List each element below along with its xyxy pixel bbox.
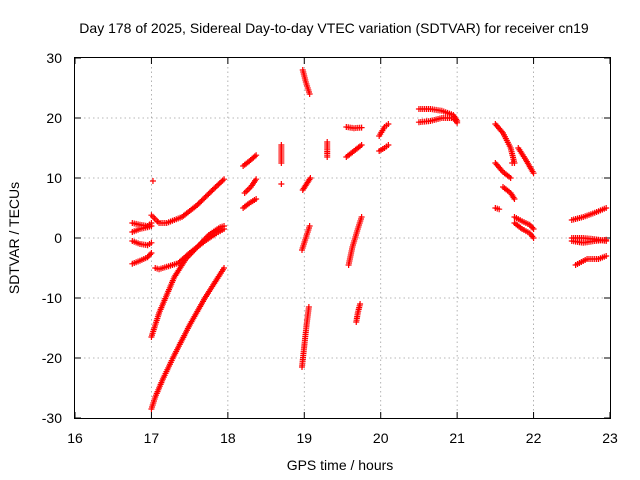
data-point (385, 142, 392, 148)
data-point-fill (208, 188, 215, 195)
x-tick-labels: 16 17 18 19 20 21 22 23 (67, 430, 618, 446)
data-point (511, 196, 518, 202)
x-tick-label: 18 (220, 430, 236, 446)
data-point (496, 206, 503, 213)
x-axis-label: GPS time / hours (287, 457, 394, 473)
data-point-fill (195, 200, 202, 207)
y-tick-label: 30 (46, 50, 62, 66)
data-point (324, 154, 331, 160)
data-point (603, 236, 610, 243)
data-point-fill (201, 195, 208, 202)
y-tick-label: 20 (46, 110, 62, 126)
data-point (278, 160, 285, 166)
data-point (278, 181, 285, 187)
data-point (306, 91, 313, 97)
y-tick-label: 10 (46, 170, 62, 186)
data-point (306, 223, 313, 229)
x-tick-label: 20 (373, 430, 389, 446)
data-point-fill (198, 197, 205, 204)
data-point-fill (251, 153, 258, 160)
x-tick-label: 19 (296, 430, 312, 446)
data-point (509, 160, 516, 166)
y-tick-label: 0 (54, 230, 62, 246)
y-tick-label: -20 (42, 350, 62, 366)
data-point (358, 214, 365, 220)
data-point-fill (205, 191, 212, 198)
data-point (221, 265, 228, 271)
data-point (253, 196, 260, 202)
data-point-fill (202, 193, 209, 200)
data-point (307, 175, 314, 181)
data-point (149, 178, 156, 184)
chart-title: Day 178 of 2025, Sidereal Day-to-day VTE… (79, 20, 589, 36)
y-tick-labels: -30 -20 -10 0 10 20 30 (42, 50, 62, 426)
data-point (530, 226, 537, 232)
data-point (603, 253, 610, 259)
data-point (148, 250, 155, 256)
data-point (603, 205, 610, 211)
x-tick-label: 16 (67, 430, 83, 446)
y-tick-label: -30 (42, 410, 62, 426)
x-tick-label: 17 (144, 430, 160, 446)
data-point (358, 142, 365, 148)
data-point (305, 304, 312, 310)
data-point (358, 124, 365, 131)
data-point (530, 235, 537, 241)
data-point-fill (206, 189, 213, 196)
data-point (221, 223, 228, 229)
data-point (507, 175, 514, 181)
data-point (148, 223, 155, 229)
y-axis-label: SDTVAR / TECUs (6, 182, 22, 294)
data-points (129, 67, 610, 412)
data-point (253, 176, 260, 183)
grid (75, 58, 610, 418)
data-point-fill (199, 196, 206, 203)
data-point-fill (197, 199, 204, 206)
x-tick-label: 23 (602, 430, 618, 446)
data-point (253, 152, 260, 159)
plot-frame (74, 57, 611, 419)
data-point (530, 170, 537, 177)
x-tick-label: 21 (449, 430, 465, 446)
data-point (221, 176, 228, 183)
data-point (454, 119, 461, 126)
data-point (357, 301, 364, 307)
data-point (194, 202, 201, 208)
y-tick-label: -10 (42, 290, 62, 306)
x-tick-label: 22 (526, 430, 542, 446)
data-point (148, 239, 155, 246)
data-point-fill (204, 192, 211, 199)
data-point (385, 121, 392, 127)
